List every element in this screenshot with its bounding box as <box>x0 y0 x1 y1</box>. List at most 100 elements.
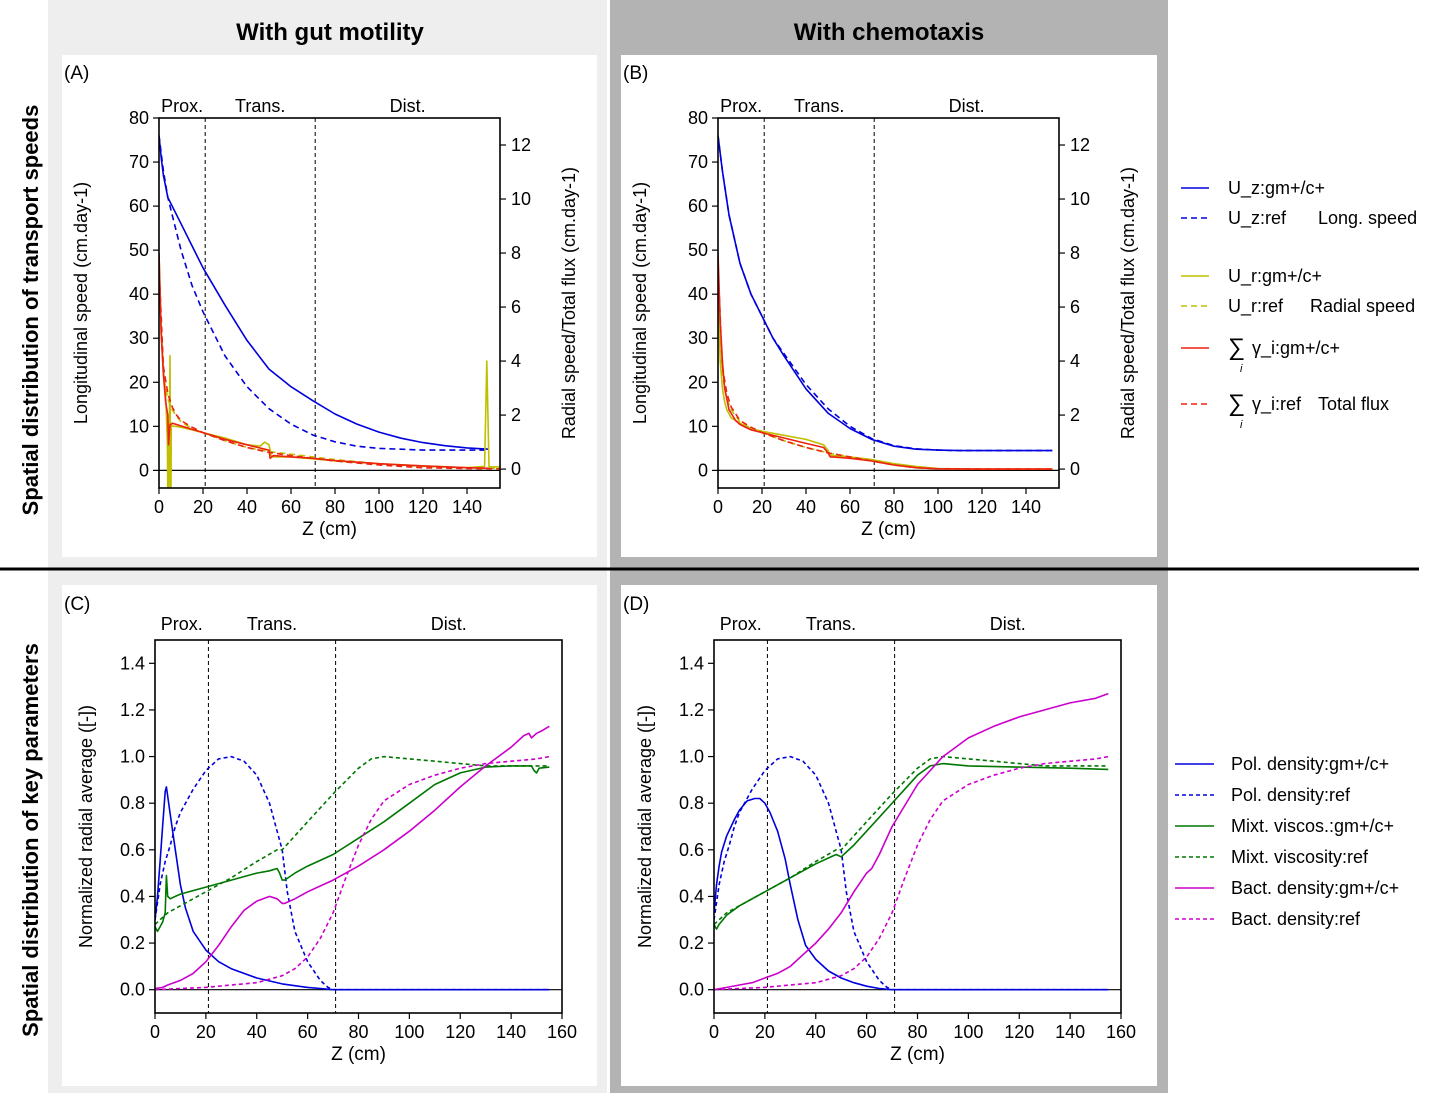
panel-b-area <box>621 55 1157 557</box>
panel-b-ylabel: Longitudinal speed (cm.day-1) <box>630 182 650 424</box>
panel-a-region-trans: Trans. <box>235 96 285 116</box>
panel-a-y2tick-8: 8 <box>511 243 521 263</box>
panel-d-label: (D) <box>623 594 649 615</box>
panel-c-xtick-60: 60 <box>298 1022 318 1042</box>
panel-a-series-u-z-ref-dashed <box>159 135 489 451</box>
panel-c-xtick-40: 40 <box>247 1022 267 1042</box>
panel-b-y2tick-12: 12 <box>1070 135 1090 155</box>
panel-a-area <box>62 55 597 557</box>
legend-text-visc-ref: Mixt. viscosity:ref <box>1231 847 1369 867</box>
panel-a-series-u-r-ref-dashed <box>159 279 500 470</box>
panel-c-area <box>62 585 597 1086</box>
panel-c-region-dist: Dist. <box>431 614 467 634</box>
column-title-gut-motility: With gut motility <box>236 19 424 46</box>
panel-c-ytick-0_4: 0.4 <box>120 886 145 906</box>
panel-a-y2tick-12: 12 <box>511 135 531 155</box>
panel-a-frame <box>158 117 501 489</box>
legend-text-visc-gm: Mixt. viscos.:gm+/c+ <box>1231 816 1394 836</box>
panel-b-frame <box>717 117 1060 489</box>
panel-b-y2tick-4: 4 <box>1070 351 1080 371</box>
panel-c-series-group <box>155 725 550 991</box>
panel-c-series-pol-density-ref-dashed <box>155 755 550 991</box>
legend-parameters: Pol. density:gm+/c+ Pol. density:ref Mix… <box>1175 754 1399 929</box>
row-title-key-parameters: Spatial distribution of key parameters <box>18 643 43 1037</box>
panel-c-series-mixt-viscosity-ref-dashed <box>155 755 550 925</box>
legend-sum-ref: ∑ <box>1228 390 1245 417</box>
panel-d-xtick-120: 120 <box>1004 1022 1034 1042</box>
panel-d-region-trans: Trans. <box>806 614 856 634</box>
panel-c-ytick-0: 0.0 <box>120 980 145 1000</box>
legend-text-ur-ref: U_r:ref <box>1228 296 1284 317</box>
panel-b-y2tick-8: 8 <box>1070 243 1080 263</box>
panel-b-y2tick-2: 2 <box>1070 405 1080 425</box>
legend-sum-index-gm: i <box>1240 363 1243 375</box>
panel-d-series-mixt-viscosity-ref-dashed <box>714 755 1109 925</box>
panel-c-ytick-0_6: 0.6 <box>120 840 145 860</box>
panel-a-region-prox: Prox. <box>161 96 203 116</box>
panel-a-xtick-60: 60 <box>281 497 301 517</box>
panel-d-series-bact-density-gm-c <box>714 692 1109 991</box>
panel-b-region-prox: Prox. <box>720 96 762 116</box>
panel-d: (D) Prox. Trans. Dist. 0 20 40 60 80 100 120 140 160… <box>623 594 1136 1065</box>
panel-b-series-u-r-gm-c <box>718 293 1053 470</box>
panel-a-xtick-20: 20 <box>193 497 213 517</box>
panel-c-ytick-0_2: 0.2 <box>120 933 145 953</box>
panel-a-y2tick-0: 0 <box>511 459 521 479</box>
panel-c-label: (C) <box>64 594 90 615</box>
panel-d-ytick-0_2: 0.2 <box>679 933 704 953</box>
panel-c-ytick-1: 1.0 <box>120 747 145 767</box>
panel-b-ytick-60: 60 <box>688 196 708 216</box>
panel-a-y2tick-6: 6 <box>511 297 521 317</box>
panel-c-series-pol-density-gm-c <box>155 786 550 991</box>
panel-b-y2tick-10: 10 <box>1070 189 1090 209</box>
panel-d-series-pol-density-ref-dashed <box>714 755 1109 991</box>
panel-d-ytick-0_4: 0.4 <box>679 886 704 906</box>
panel-c-region-prox: Prox. <box>161 614 203 634</box>
panel-a-y2tick-10: 10 <box>511 189 531 209</box>
panel-d-series-bact-density-ref-dashed <box>714 755 1109 991</box>
panel-b: (B)Prox. Trans. Dist.0 20 40 60 80 100 120 140010… <box>623 63 1138 540</box>
panel-b-region-trans: Trans. <box>794 96 844 116</box>
panel-d-xlabel: Z (cm) <box>890 1044 945 1065</box>
panel-d-series-mixt-viscos-gm-c <box>714 762 1109 930</box>
panel-c-xtick-80: 80 <box>348 1022 368 1042</box>
panel-d-ylabel: Normalized radial average ([-]) <box>635 705 655 948</box>
panel-b-xlabel: Z (cm) <box>861 519 916 540</box>
panel-b-y2tick-6: 6 <box>1070 297 1080 317</box>
panel-d-region-prox: Prox. <box>720 614 762 634</box>
panel-b-xtick-20: 20 <box>752 497 772 517</box>
panel-a-ytick-40: 40 <box>129 284 149 304</box>
panel-a-y2tick-4: 4 <box>511 351 521 371</box>
panel-d-xtick-40: 40 <box>806 1022 826 1042</box>
panel-a-series-u-r-gm-c <box>159 252 500 488</box>
panel-a-xlabel: Z (cm) <box>302 519 357 540</box>
panel-c-ytick-1_2: 1.2 <box>120 700 145 720</box>
panel-c-ytick-0_8: 0.8 <box>120 793 145 813</box>
panel-d-area <box>621 585 1157 1086</box>
panel-b-ytick-20: 20 <box>688 372 708 392</box>
panel-a-xtick-100: 100 <box>364 497 394 517</box>
panel-d-ytick-0_6: 0.6 <box>679 840 704 860</box>
panel-d-xtick-20: 20 <box>755 1022 775 1042</box>
panel-a-xtick-140: 140 <box>452 497 482 517</box>
row-label-strip <box>0 0 48 1093</box>
panel-d-xtick-140: 140 <box>1055 1022 1085 1042</box>
panel-b-ytick-30: 30 <box>688 328 708 348</box>
panel-c-xtick-0: 0 <box>150 1022 160 1042</box>
panel-b-ytick-70: 70 <box>688 152 708 172</box>
panel-b-xtick-80: 80 <box>884 497 904 517</box>
panel-b-ytick-40: 40 <box>688 284 708 304</box>
panel-b-xtick-100: 100 <box>923 497 953 517</box>
legend-group-long-speed: Long. speed <box>1318 208 1417 228</box>
column-title-chemotaxis: With chemotaxis <box>794 19 985 46</box>
legend-sum-index-ref: i <box>1240 419 1243 431</box>
panel-b-series-group <box>718 135 1053 470</box>
panel-b-y2tick-0: 0 <box>1070 459 1080 479</box>
panel-a-ytick-30: 30 <box>129 328 149 348</box>
panel-c-ylabel: Normalized radial average ([-]) <box>76 705 96 948</box>
panel-a-region-dist: Dist. <box>390 96 426 116</box>
panel-a-y2label: Radial speed/Total flux (cm.day-1) <box>559 167 579 439</box>
panel-b-xtick-40: 40 <box>796 497 816 517</box>
panel-b-ytick-80: 80 <box>688 108 708 128</box>
panel-d-xtick-0: 0 <box>709 1022 719 1042</box>
